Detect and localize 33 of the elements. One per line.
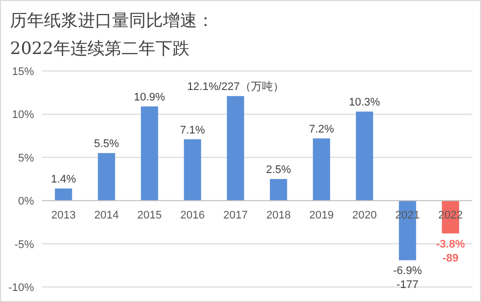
data-label: 5.5% <box>94 138 120 150</box>
bar <box>54 188 72 201</box>
y-tick-label: 5% <box>18 152 34 164</box>
x-tick-label: 2020 <box>352 210 377 222</box>
chart-title: 历年纸浆进口量同比增速： 2022年连续第二年下跌 <box>10 11 214 59</box>
y-tick-label: -5% <box>14 238 34 251</box>
data-label: 7.1% <box>180 124 206 136</box>
data-label: 7.2% <box>308 123 334 136</box>
y-tick-label: -10% <box>8 282 34 294</box>
bar <box>98 153 116 201</box>
y-tick-label: 15% <box>12 66 34 78</box>
x-tick-label: 2014 <box>94 210 119 222</box>
x-tick-label: 2015 <box>137 210 162 222</box>
data-label: -6.9% -177 <box>393 265 422 292</box>
bar <box>226 96 244 201</box>
data-label: 10.3% <box>348 96 380 109</box>
x-tick-label: 2019 <box>309 210 334 222</box>
bar <box>312 138 330 201</box>
data-label: 2.5% <box>266 164 292 176</box>
y-tick-label: 0% <box>18 196 34 208</box>
bar <box>356 112 374 201</box>
data-label: -3.8% -89 <box>436 238 466 264</box>
bar <box>184 139 202 201</box>
x-tick-label: 2013 <box>51 210 76 222</box>
data-label: 12.1%/227（万吨） <box>187 80 284 94</box>
y-tick-label: 10% <box>12 109 34 122</box>
bar <box>270 179 288 201</box>
data-label: 1.4% <box>50 174 76 186</box>
bar <box>140 106 158 201</box>
data-label: 10.9% <box>134 91 166 104</box>
x-tick-label: 2017 <box>223 210 248 222</box>
x-tick-label: 2018 <box>266 210 291 222</box>
x-tick-label: 2016 <box>180 210 205 222</box>
